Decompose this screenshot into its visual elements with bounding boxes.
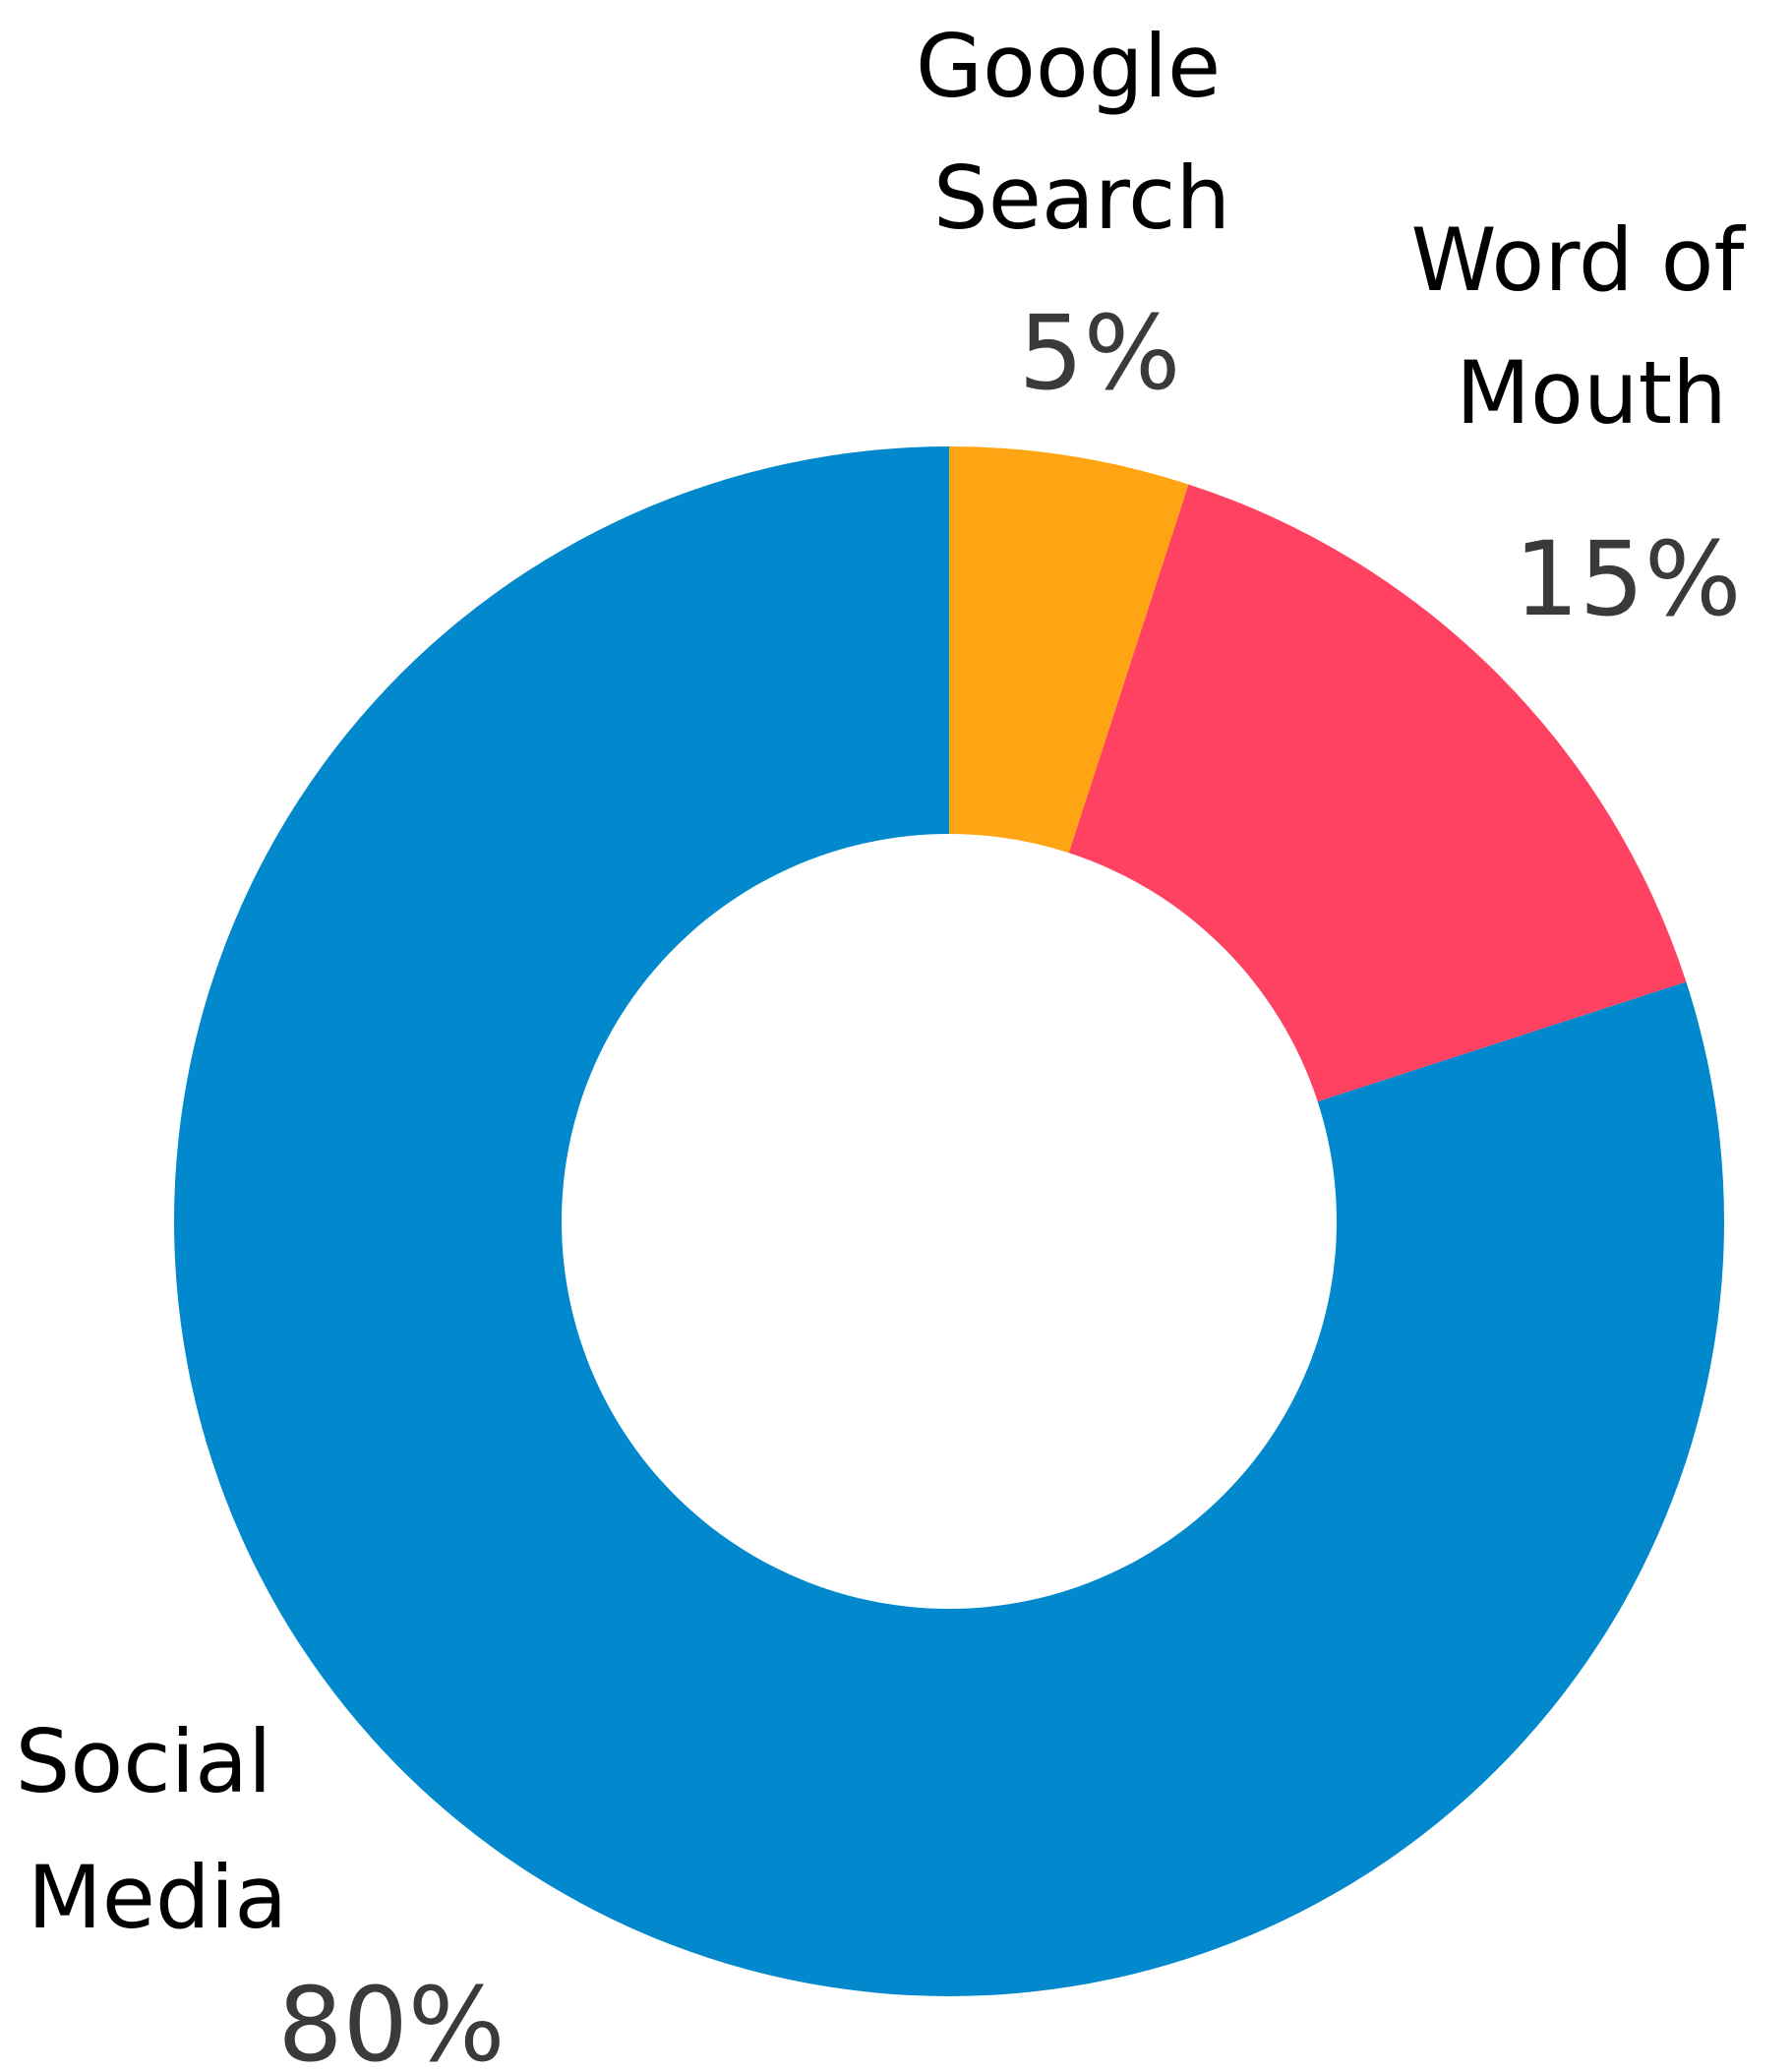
label-social-media-line1: Social: [16, 1711, 272, 1812]
label-word-of-mouth-line2: Mouth: [1456, 342, 1727, 444]
label-social-media-line2: Media: [28, 1847, 287, 1948]
label-google-search-line1: Google: [916, 16, 1221, 117]
value-google-search: 5%: [1019, 293, 1181, 413]
label-word-of-mouth: Word of Mouth: [1411, 209, 1772, 444]
label-google-search-line2: Search: [933, 148, 1230, 249]
label-word-of-mouth-line1: Word of: [1411, 209, 1747, 311]
value-word-of-mouth: 15%: [1514, 519, 1741, 639]
value-social-media: 80%: [277, 1965, 505, 2067]
label-social-media: Social Media: [16, 1711, 300, 1948]
slices-group: [174, 446, 1724, 1996]
label-google-search: Google Search: [916, 16, 1248, 249]
